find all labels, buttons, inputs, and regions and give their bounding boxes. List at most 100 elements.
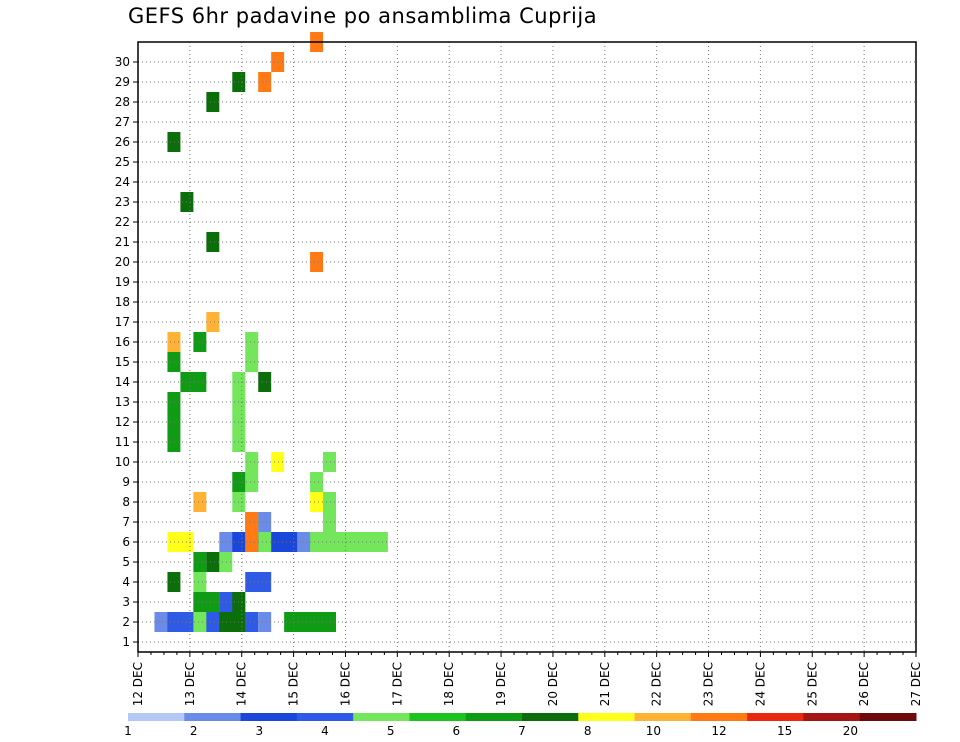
legend-swatch	[128, 713, 185, 721]
legend-swatch	[803, 713, 861, 721]
heatmap-cell	[245, 332, 259, 352]
legend-label: 6	[453, 724, 461, 738]
y-tick-label: 7	[122, 515, 130, 529]
y-tick-label: 29	[115, 75, 130, 89]
legend-label: 20	[843, 724, 858, 738]
y-tick-label: 3	[122, 595, 130, 609]
heatmap-cell	[271, 452, 285, 472]
heatmap-cell	[193, 492, 207, 512]
heatmap-cell	[310, 252, 324, 272]
y-tick-label: 14	[115, 375, 130, 389]
legend-swatch	[747, 713, 804, 721]
heatmap-cell	[245, 512, 259, 532]
heatmap-cell	[206, 92, 220, 112]
legend-swatch	[578, 713, 636, 721]
y-tick-label: 25	[115, 155, 130, 169]
heatmap-cell	[245, 472, 259, 492]
x-tick-label: 12 DEC	[131, 662, 145, 706]
x-tick-label: 26 DEC	[857, 662, 871, 706]
x-tick-label: 21 DEC	[598, 662, 612, 706]
y-tick-label: 10	[115, 455, 130, 469]
x-tick-label: 17 DEC	[390, 662, 404, 706]
heatmap-cell	[258, 72, 272, 92]
y-tick-label: 28	[115, 95, 130, 109]
y-tick-label: 16	[115, 335, 130, 349]
legend-label: 10	[646, 724, 661, 738]
heatmap-cell	[206, 552, 220, 572]
legend-swatch	[859, 713, 917, 721]
y-tick-label: 8	[122, 495, 130, 509]
legend-label: 8	[584, 724, 592, 738]
grid-layer	[138, 42, 916, 652]
y-tick-label: 15	[115, 355, 130, 369]
y-tick-label: 20	[115, 255, 130, 269]
chart-title: GEFS 6hr padavine po ansamblima Cuprija	[128, 4, 598, 28]
heatmap-cell	[323, 492, 337, 512]
legend-swatch	[184, 713, 242, 721]
legend-swatch	[522, 713, 579, 721]
legend-label: 4	[321, 724, 329, 738]
y-tick-label: 22	[115, 215, 130, 229]
y-tick-label: 21	[115, 235, 130, 249]
heatmap-cell	[167, 412, 181, 432]
heatmap-cell	[258, 532, 272, 552]
y-tick-label: 24	[115, 175, 130, 189]
heatmap-cell	[193, 552, 207, 572]
x-tick-label: 16 DEC	[338, 662, 352, 706]
heatmap-cell	[271, 52, 285, 72]
y-tick-label: 5	[122, 555, 130, 569]
y-tick-label: 2	[122, 615, 130, 629]
x-tick-label: 20 DEC	[546, 662, 560, 706]
y-tick-label: 26	[115, 135, 130, 149]
cells-layer	[154, 32, 388, 632]
legend-swatch	[409, 713, 467, 721]
legend-swatch	[634, 713, 692, 721]
x-tick-label: 23 DEC	[702, 662, 716, 706]
heatmap-cell	[310, 532, 388, 552]
heatmap-cell	[310, 472, 324, 492]
legend-swatch	[353, 713, 410, 721]
x-tick-label: 14 DEC	[235, 662, 249, 706]
x-tick-label: 22 DEC	[650, 662, 664, 706]
heatmap-cell	[167, 532, 194, 552]
heatmap-cell	[258, 612, 272, 632]
legend-label: 7	[518, 724, 526, 738]
y-tick-label: 18	[115, 295, 130, 309]
x-axis: 12 DEC 13 DEC 14 DEC 15 DEC 16 DEC 17 DEC 18 D…	[131, 652, 923, 706]
legend-label: 5	[387, 724, 395, 738]
x-tick-label: 19 DEC	[494, 662, 508, 706]
y-tick-label: 11	[115, 435, 130, 449]
y-tick-label: 12	[115, 415, 130, 429]
heatmap-cell	[167, 392, 181, 412]
x-tick-label: 18 DEC	[442, 662, 456, 706]
y-tick-label: 9	[122, 475, 130, 489]
legend-label: 12	[711, 724, 726, 738]
y-tick-label: 19	[115, 275, 130, 289]
y-tick-label: 13	[115, 395, 130, 409]
heatmap-cell	[323, 512, 337, 532]
heatmap-cell	[323, 452, 337, 472]
heatmap-cell	[167, 352, 181, 372]
heatmap-cell	[193, 612, 207, 632]
y-tick-label: 17	[115, 315, 130, 329]
x-tick-label: 27 DEC	[909, 662, 923, 706]
legend-label: 2	[190, 724, 198, 738]
heatmap-cell	[245, 532, 259, 552]
legend-label: 3	[256, 724, 264, 738]
y-tick-label: 23	[115, 195, 130, 209]
heatmap-cell	[258, 372, 272, 392]
heatmap-cell	[167, 132, 181, 152]
y-tick-label: 4	[122, 575, 130, 589]
y-tick-label: 27	[115, 115, 130, 129]
heatmap-cell	[245, 452, 259, 472]
heatmap-cell	[167, 572, 181, 592]
legend-label: 15	[777, 724, 792, 738]
heatmap-cell	[193, 332, 207, 352]
legend-label: 1	[124, 724, 132, 738]
heatmap-cell	[167, 332, 181, 352]
y-tick-label: 30	[115, 55, 130, 69]
y-axis: 1234567891011121314151617181920212223242…	[115, 55, 138, 649]
heatmap-cell	[219, 552, 233, 572]
legend: 1 2 3 4 5 6 7 8 10 12 15 20	[124, 713, 917, 738]
